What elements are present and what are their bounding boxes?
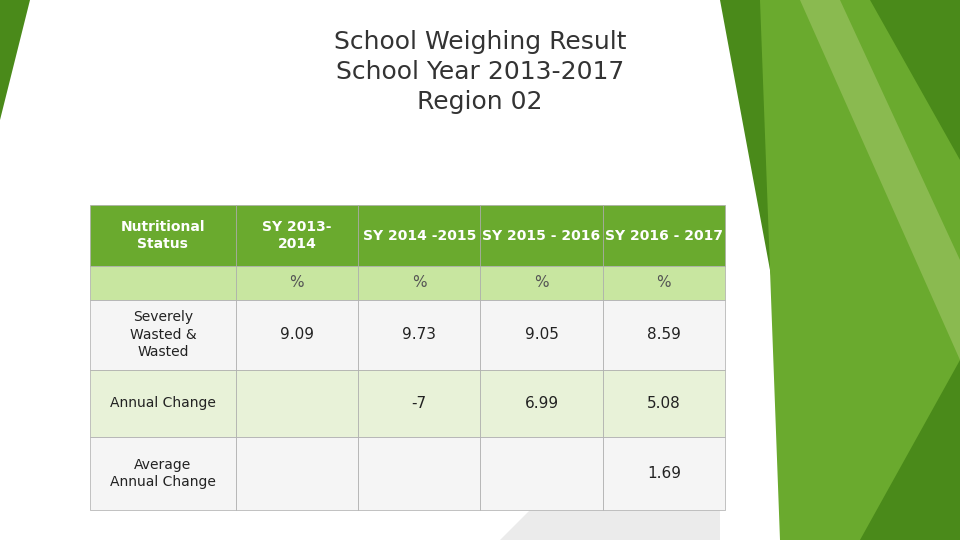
Polygon shape (800, 0, 960, 360)
Bar (90, 266, 236, 300)
Text: 6.99: 6.99 (524, 396, 559, 411)
Bar (90, 370, 236, 437)
Bar (236, 437, 358, 510)
Polygon shape (720, 0, 960, 540)
Text: %: % (412, 275, 426, 291)
Text: SY 2015 - 2016: SY 2015 - 2016 (483, 228, 601, 242)
Bar (480, 437, 603, 510)
Polygon shape (0, 0, 30, 120)
Text: Annual Change: Annual Change (110, 396, 216, 410)
Bar (480, 266, 603, 300)
Text: School Year 2013-2017: School Year 2013-2017 (336, 60, 624, 84)
Bar (236, 266, 358, 300)
Text: SY 2014 -2015: SY 2014 -2015 (363, 228, 476, 242)
Text: %: % (657, 275, 671, 291)
Bar (358, 300, 480, 370)
Text: Nutritional
Status: Nutritional Status (121, 220, 205, 251)
Bar (358, 437, 480, 510)
Text: 9.05: 9.05 (524, 327, 559, 342)
Bar (236, 300, 358, 370)
Bar (90, 205, 236, 266)
Text: 9.73: 9.73 (402, 327, 436, 342)
Text: 1.69: 1.69 (647, 466, 681, 481)
Text: Severely
Wasted &
Wasted: Severely Wasted & Wasted (130, 310, 196, 359)
Bar (236, 370, 358, 437)
Bar (90, 300, 236, 370)
Polygon shape (760, 0, 960, 540)
Text: SY 2013-
2014: SY 2013- 2014 (262, 220, 331, 251)
Bar (603, 205, 725, 266)
Text: -7: -7 (412, 396, 427, 411)
Bar (603, 300, 725, 370)
Bar (603, 370, 725, 437)
Bar (90, 437, 236, 510)
Bar (480, 205, 603, 266)
Text: %: % (534, 275, 549, 291)
Bar (480, 370, 603, 437)
Text: 9.09: 9.09 (280, 327, 314, 342)
Bar (236, 205, 358, 266)
Text: Average
Annual Change: Average Annual Change (110, 458, 216, 489)
Bar (480, 300, 603, 370)
Text: 5.08: 5.08 (647, 396, 681, 411)
Bar (603, 437, 725, 510)
Text: School Weighing Result: School Weighing Result (334, 30, 626, 54)
Text: %: % (290, 275, 304, 291)
Bar (358, 370, 480, 437)
Polygon shape (500, 460, 720, 540)
Text: 8.59: 8.59 (647, 327, 681, 342)
Text: Region 02: Region 02 (418, 90, 542, 114)
Bar (358, 205, 480, 266)
Bar (358, 266, 480, 300)
Bar (603, 266, 725, 300)
Text: SY 2016 - 2017: SY 2016 - 2017 (605, 228, 723, 242)
